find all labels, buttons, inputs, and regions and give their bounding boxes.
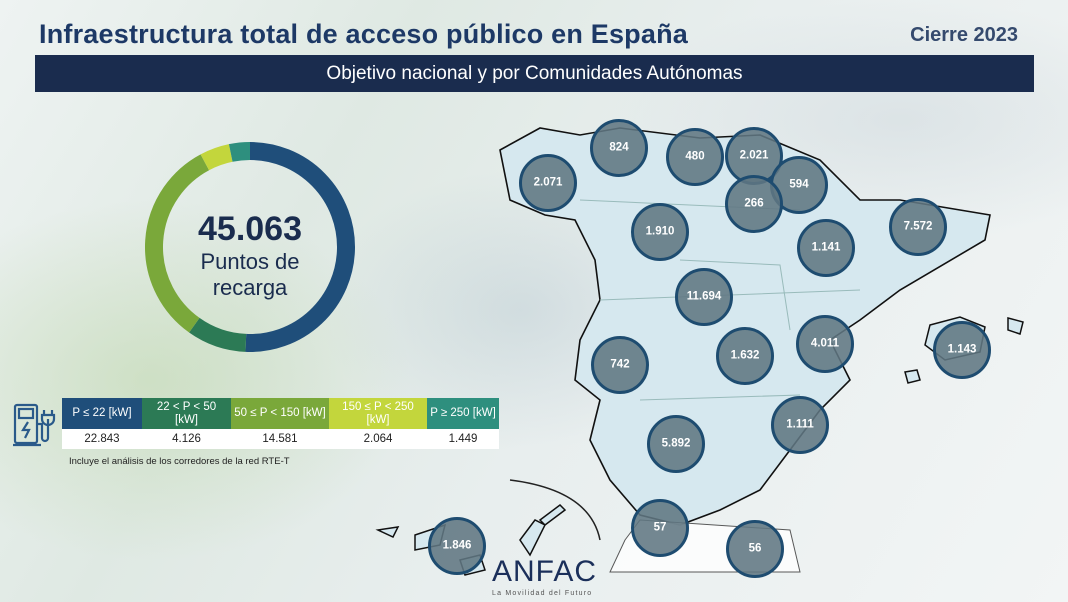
region-value: 56 [748, 542, 762, 555]
power-range-header: 150 ≤ P < 250 [kW] [329, 398, 427, 429]
region-value: 2.071 [533, 176, 563, 189]
power-range-header: P ≥ 250 [kW] [427, 398, 499, 429]
donut-segment [245, 142, 355, 352]
region-value: 1.141 [811, 241, 841, 254]
total-block: 45.063 Puntos de recarga [160, 210, 340, 301]
logo-tagline: La Movilidad del Futuro [492, 590, 593, 597]
region-bubble: 2.071 [519, 154, 577, 212]
power-range-value: 1.449 [448, 433, 478, 445]
region-bubble: 1.846 [428, 517, 486, 575]
power-range-value: 4.126 [172, 433, 201, 445]
region-value: 1.143 [947, 343, 977, 356]
anfac-logo: ANFAC La Movilidad del Futuro [492, 556, 612, 602]
power-range-value: 2.064 [363, 433, 393, 445]
donut-segment [145, 154, 210, 333]
region-value: 1.910 [645, 225, 675, 238]
donut-segment [228, 142, 251, 162]
total-label-2: recarga [212, 275, 288, 300]
region-bubble: 7.572 [889, 198, 947, 256]
region-bubble: 266 [725, 175, 783, 233]
total-label-1: Puntos de [200, 249, 300, 274]
region-value: 11.694 [686, 290, 722, 303]
region-bubble: 824 [590, 119, 648, 177]
region-bubble: 11.694 [675, 268, 733, 326]
subtitle-bar: Objetivo nacional y por Comunidades Autó… [35, 55, 1034, 92]
power-table: P ≤ 22 [kW] 22 < P < 50 [kW] 50 ≤ P < 150 … [62, 398, 499, 449]
total-value: 45.063 [198, 210, 302, 248]
power-donut-chart [145, 142, 355, 352]
region-value: 594 [789, 178, 809, 191]
region-bubble: 1.143 [933, 321, 991, 379]
power-range-value: 14.581 [262, 433, 298, 445]
power-range-value: 22.843 [84, 433, 120, 445]
region-bubble: 5.892 [647, 415, 705, 473]
region-bubble: 1.141 [797, 219, 855, 277]
logo-name: ANFAC [492, 555, 598, 588]
table-note: Incluye el análisis de los corredores de… [69, 456, 290, 467]
region-bubble: 56 [726, 520, 784, 578]
region-value: 5.892 [661, 437, 691, 450]
power-range-header: 22 < P < 50 [kW] [142, 398, 231, 429]
ev-charger-icon [13, 403, 56, 447]
region-bubble: 57 [631, 499, 689, 557]
year-label: Cierre 2023 [910, 24, 1018, 46]
donut-segment [200, 144, 233, 171]
page-title: Infraestructura total de acceso público … [39, 19, 688, 49]
region-value: 7.572 [903, 220, 933, 233]
region-bubble: 742 [591, 336, 649, 394]
region-value: 266 [744, 197, 764, 210]
region-value: 4.011 [810, 337, 840, 350]
region-value: 2.021 [739, 149, 769, 162]
power-range-header: P ≤ 22 [kW] [62, 398, 142, 429]
region-value: 742 [610, 358, 630, 371]
region-bubble: 1.632 [716, 327, 774, 385]
region-value: 1.111 [786, 418, 814, 431]
region-value: 1.632 [730, 349, 760, 362]
region-value: 1.846 [442, 539, 472, 552]
region-value: 57 [653, 521, 667, 534]
region-bubble: 480 [666, 128, 724, 186]
region-bubble: 1.910 [631, 203, 689, 261]
region-value: 824 [609, 141, 629, 154]
power-range-header: 50 ≤ P < 150 [kW] [231, 398, 329, 429]
region-value: 480 [685, 150, 705, 163]
donut-segment [189, 317, 247, 352]
region-bubble: 4.011 [796, 315, 854, 373]
region-bubble: 1.111 [771, 396, 829, 454]
